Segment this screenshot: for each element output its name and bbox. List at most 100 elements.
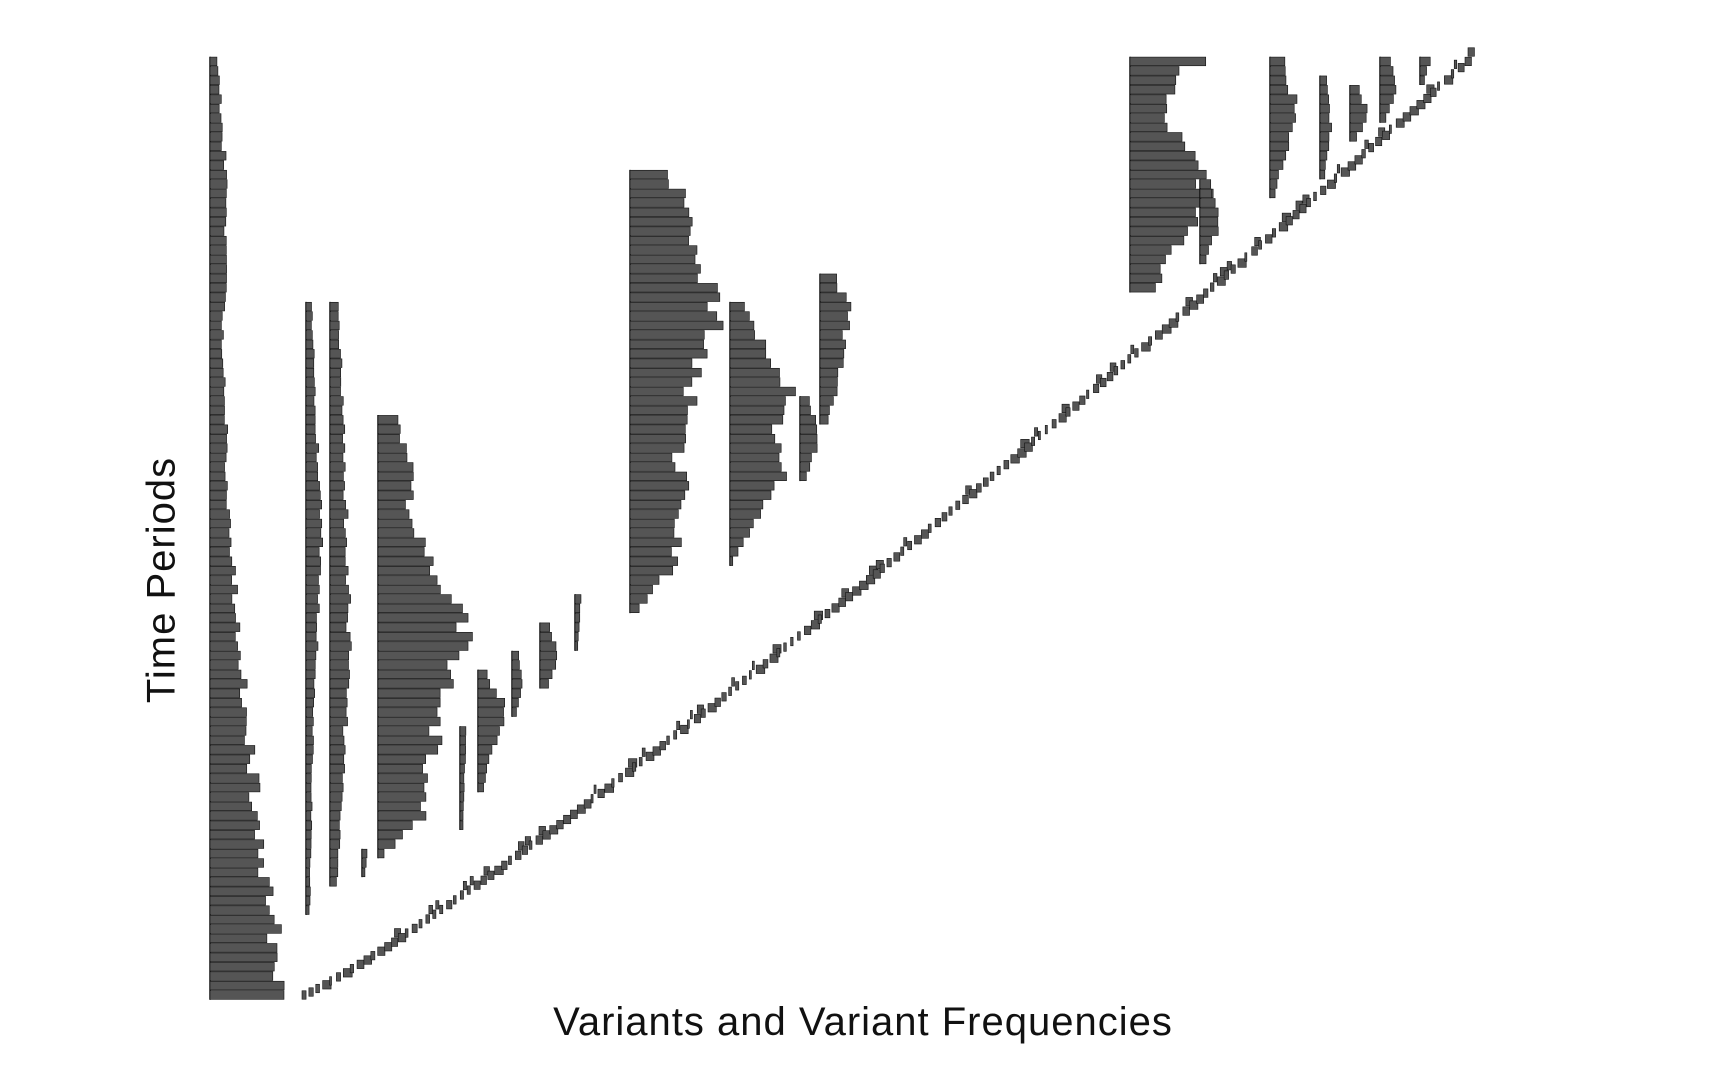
- frequency-bar: [629, 594, 648, 604]
- frequency-bar: [799, 471, 807, 481]
- trail-bar: [1402, 112, 1412, 122]
- frequency-bar: [477, 773, 486, 783]
- frequency-bar: [305, 848, 312, 859]
- trail-bar: [1203, 288, 1209, 298]
- frequency-bar: [305, 716, 314, 727]
- frequency-bar: [209, 151, 227, 161]
- frequency-bar: [459, 801, 464, 812]
- frequency-bar: [305, 500, 322, 510]
- frequency-bar: [377, 566, 430, 576]
- frequency-bar: [209, 56, 218, 67]
- frequency-bar: [305, 726, 313, 736]
- trail-bar: [638, 757, 643, 767]
- frequency-bar: [729, 462, 782, 472]
- trail-bar: [535, 835, 543, 845]
- frequency-bar: [1379, 75, 1395, 85]
- frequency-bar: [799, 462, 811, 472]
- frequency-bar: [799, 424, 818, 434]
- frequency-bar: [209, 764, 248, 774]
- frequency-bar: [329, 867, 339, 878]
- frequency-bar: [819, 273, 837, 283]
- frequency-bar: [459, 792, 465, 802]
- trail-bar: [563, 814, 572, 825]
- frequency-bar: [209, 547, 230, 557]
- frequency-bar: [305, 650, 317, 661]
- frequency-bar: [1319, 141, 1330, 151]
- frequency-bar: [377, 707, 438, 717]
- frequency-bar: [729, 320, 755, 331]
- frequency-bar: [459, 820, 464, 830]
- trail-bar: [1155, 330, 1163, 340]
- frequency-bar: [629, 396, 698, 406]
- frequency-bar: [209, 688, 241, 698]
- frequency-bar: [209, 349, 223, 359]
- frequency-bar: [629, 330, 705, 340]
- frequency-bar: [1349, 94, 1362, 104]
- trail-bar: [976, 483, 982, 493]
- trail-bar: [1457, 63, 1465, 73]
- frequency-bar: [209, 914, 275, 925]
- y-axis-title-wrap: Time Periods: [132, 0, 192, 1070]
- trail-bar: [982, 477, 989, 487]
- frequency-bar: [539, 641, 557, 651]
- frequency-bar: [209, 377, 226, 387]
- frequency-bar: [305, 613, 317, 623]
- frequency-bar: [209, 85, 220, 95]
- trail-bar: [576, 804, 586, 814]
- trail-bar: [542, 830, 551, 840]
- trail-bar: [879, 563, 885, 573]
- variant-5: [377, 415, 473, 859]
- trail-bar: [817, 614, 822, 624]
- frequency-bar: [629, 207, 690, 217]
- frequency-bar: [1269, 66, 1286, 76]
- frequency-bar: [1379, 113, 1387, 123]
- frequency-bar: [209, 556, 233, 566]
- trail-bar: [1368, 143, 1374, 153]
- frequency-bar: [539, 660, 557, 670]
- frequency-bar: [629, 415, 688, 425]
- frequency-bar: [629, 188, 686, 199]
- trail-bar: [1285, 216, 1293, 226]
- frequency-bar: [799, 452, 812, 463]
- trail-bar: [556, 820, 564, 830]
- frequency-bar: [305, 603, 320, 614]
- trail-bar: [1044, 425, 1048, 435]
- trail-bar: [673, 730, 678, 740]
- frequency-bar: [1129, 245, 1172, 255]
- frequency-bar: [539, 679, 549, 689]
- frequency-bar: [629, 471, 687, 481]
- frequency-bar: [377, 679, 454, 689]
- frequency-bar: [329, 650, 349, 661]
- variant-7: [477, 669, 505, 793]
- frequency-bar: [1129, 198, 1202, 208]
- frequency-bar: [629, 443, 685, 453]
- frequency-bar: [1269, 103, 1295, 114]
- trail-bar: [1430, 87, 1437, 97]
- frequency-bar: [377, 603, 463, 614]
- frequency-bar: [819, 283, 838, 293]
- trail-bar: [676, 720, 681, 730]
- frequency-bar: [377, 481, 412, 491]
- frequency-bar: [329, 632, 351, 642]
- frequency-bar: [629, 603, 640, 614]
- frequency-bar: [209, 235, 227, 246]
- frequency-bar: [305, 858, 311, 868]
- frequency-bar: [329, 528, 346, 538]
- frequency-bar: [329, 830, 341, 840]
- frequency-bar: [729, 349, 767, 359]
- frequency-bar: [729, 443, 782, 453]
- trail-bar: [1051, 419, 1057, 429]
- frequency-bar: [629, 198, 685, 208]
- frequency-bar: [477, 669, 488, 680]
- frequency-bar: [1269, 160, 1284, 170]
- frequency-bar: [629, 556, 678, 566]
- frequency-bar: [819, 339, 846, 349]
- trail-bar: [315, 983, 320, 994]
- trail-bar: [1382, 130, 1390, 140]
- frequency-bar: [377, 594, 452, 604]
- frequency-bar: [209, 962, 275, 972]
- frequency-bar: [629, 509, 679, 519]
- frequency-bar: [1199, 217, 1219, 227]
- frequency-bar: [305, 311, 313, 321]
